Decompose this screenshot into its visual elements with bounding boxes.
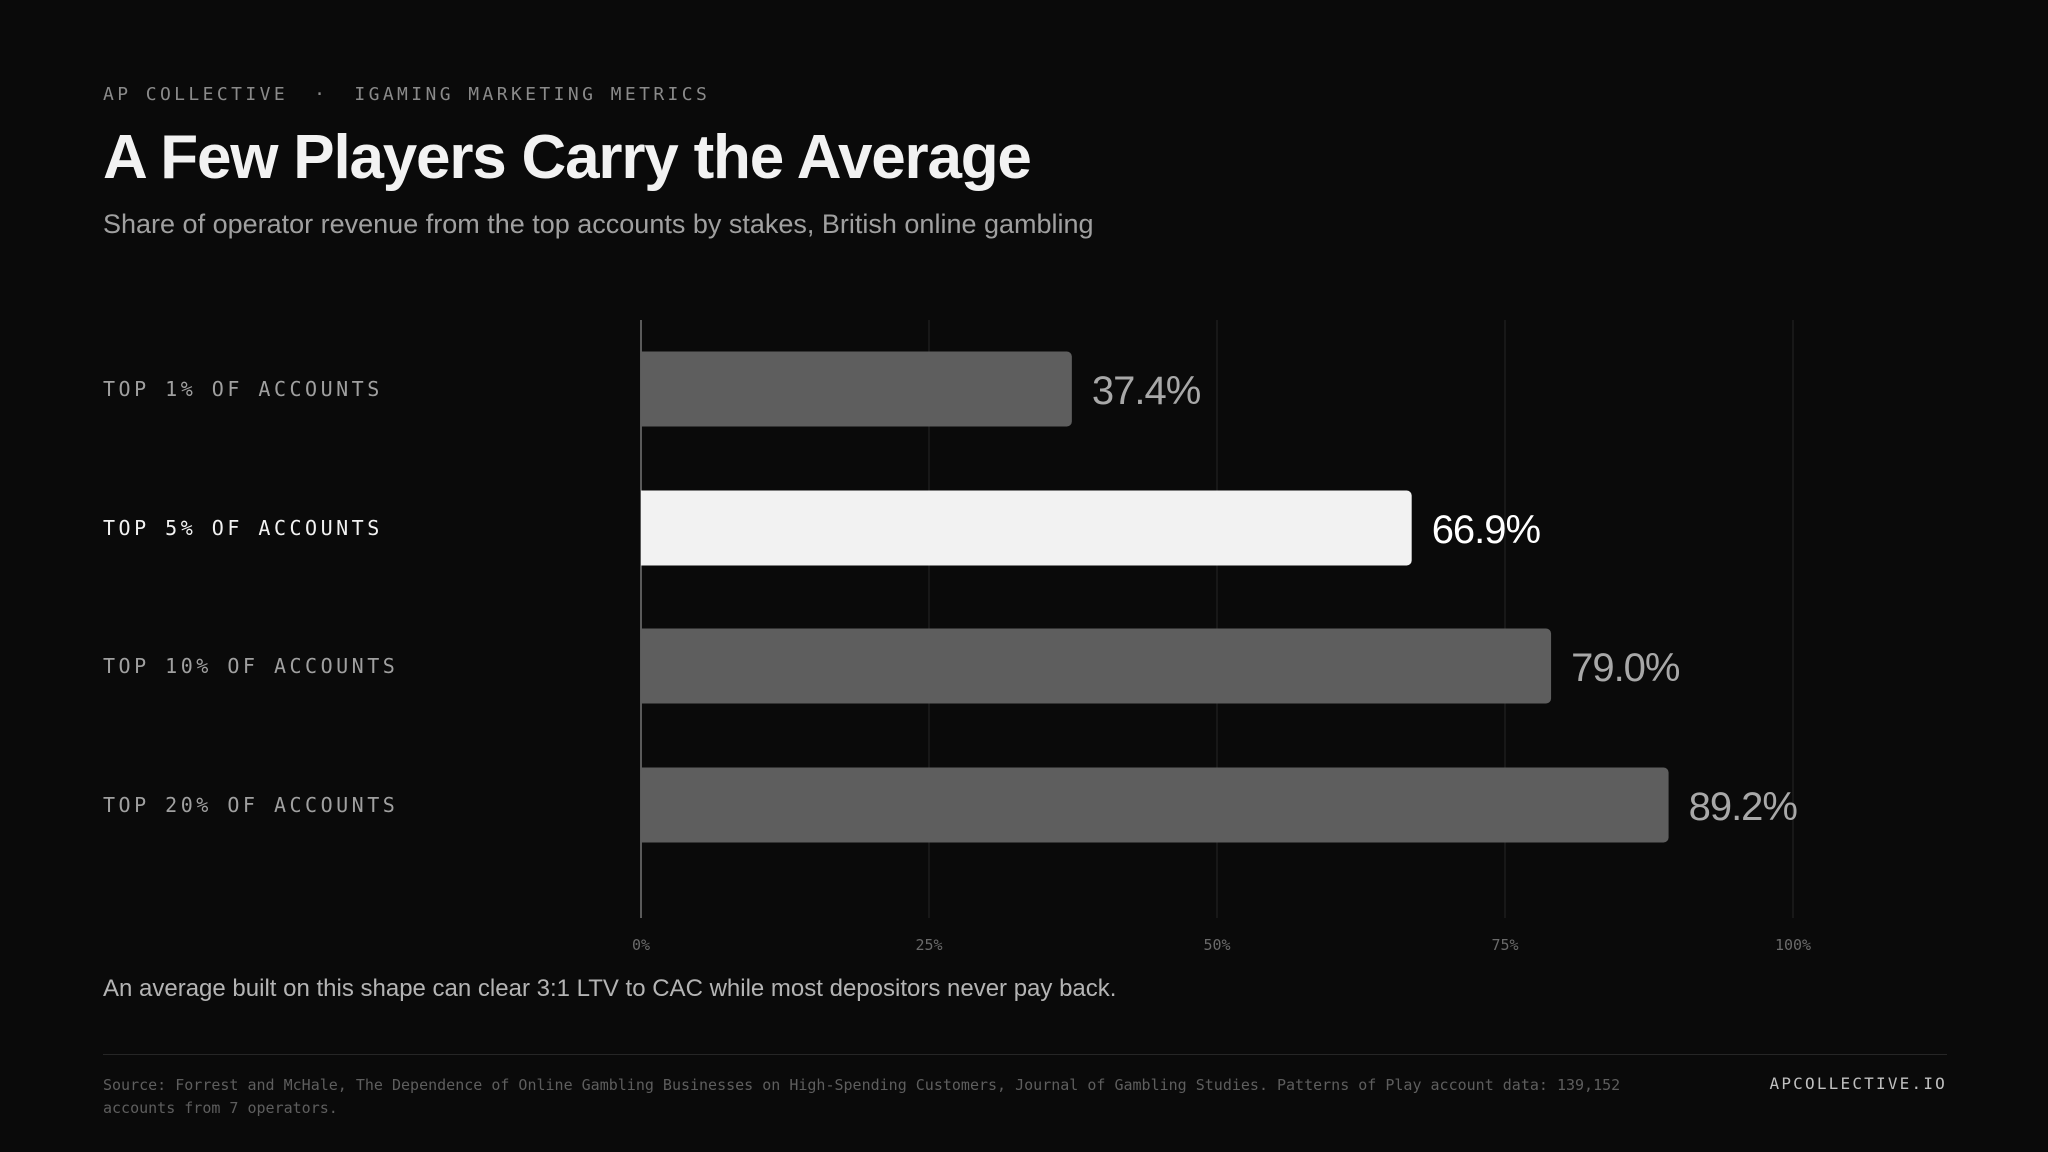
footer-divider xyxy=(103,1054,1947,1055)
chart-subtitle: Share of operator revenue from the top a… xyxy=(103,209,1094,239)
x-tick-label: 100% xyxy=(1775,936,1811,954)
brand-label: AP COLLECTIVE xyxy=(103,84,289,105)
bar xyxy=(641,351,1072,427)
bar-chart: 0% 25% 50% 75% 100% TOP 1% OF ACCOUNTS 37.4% TO… xyxy=(103,320,1811,954)
category-label: TOP 10% OF ACCOUNTS xyxy=(103,654,398,678)
bars-layer xyxy=(641,351,1669,843)
bar xyxy=(641,490,1412,566)
chart-title: A Few Players Carry the Average xyxy=(103,123,1032,192)
value-label: 89.2% xyxy=(1689,785,1798,829)
x-tick-label: 50% xyxy=(1203,936,1230,954)
category-label: TOP 20% OF ACCOUNTS xyxy=(103,793,398,817)
value-label: 79.0% xyxy=(1571,646,1680,690)
category-label: TOP 5% OF ACCOUNTS xyxy=(103,516,383,540)
category-label: TOP 1% OF ACCOUNTS xyxy=(103,377,383,401)
x-tick-label: 75% xyxy=(1491,936,1518,954)
x-tick-label: 25% xyxy=(915,936,942,954)
bar xyxy=(641,628,1552,704)
section-label: IGAMING MARKETING METRICS xyxy=(354,84,711,105)
site-link[interactable]: APCOLLECTIVE.IO xyxy=(1769,1074,1947,1093)
value-label: 37.4% xyxy=(1092,369,1201,413)
x-tick-label: 0% xyxy=(632,936,650,954)
eyebrow-separator: · xyxy=(314,84,329,105)
source-citation: Source: Forrest and McHale, The Dependen… xyxy=(103,1076,1621,1117)
labels-layer: 0% 25% 50% 75% 100% TOP 1% OF ACCOUNTS 37.4% TO… xyxy=(103,369,1811,954)
bar xyxy=(641,767,1669,843)
value-label: 66.9% xyxy=(1432,508,1541,552)
chart-note: An average built on this shape can clear… xyxy=(103,975,1117,1002)
eyebrow: AP COLLECTIVE · IGAMING MARKETING METRICS xyxy=(103,84,710,105)
